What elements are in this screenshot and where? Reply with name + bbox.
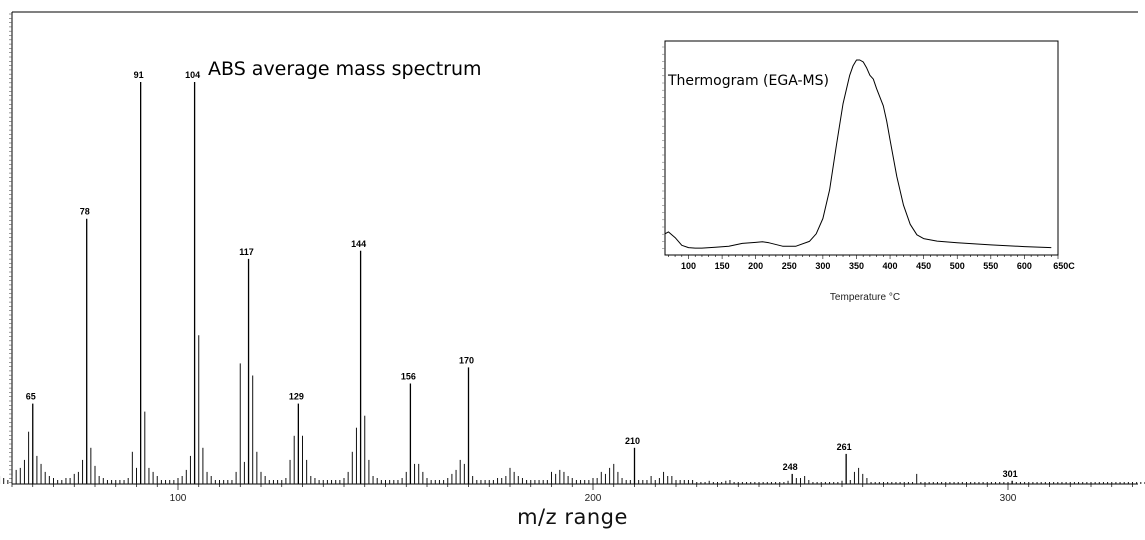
thermogram-x-tick-label: 550: [983, 261, 998, 271]
thermogram-x-tick-label: 300: [815, 261, 830, 271]
spectrum-peak-labels: 3951657891104117129144156170210248261301: [26, 70, 1018, 479]
spectrum-title: ABS average mass spectrum: [208, 58, 482, 80]
thermogram-title: Thermogram (EGA-MS): [668, 73, 829, 89]
spectrum-peak-label: 156: [401, 372, 416, 382]
thermogram-x-tick-label: 400: [883, 261, 898, 271]
thermogram-x-tick-label: 650C: [1053, 261, 1075, 271]
spectrum-x-axis-label: m/z range: [517, 505, 628, 529]
spectrum-peak-label: 248: [783, 462, 798, 472]
spectrum-peak-label: 170: [459, 355, 474, 365]
spectrum-peak-label: 144: [351, 239, 366, 249]
thermogram-x-tick-label: 250: [782, 261, 797, 271]
spectrum-peak-label: 261: [837, 442, 852, 452]
spectrum-x-tick-label: 300: [1000, 493, 1017, 504]
spectrum-peak-label: 301: [1003, 469, 1018, 479]
spectrum-peak-label: 129: [289, 392, 304, 402]
spectrum-x-tick-label: 200: [585, 493, 602, 504]
spectrum-peak-label: 65: [26, 392, 36, 402]
spectrum-bars: [0, 82, 1145, 484]
spectrum-peak-label: 104: [185, 70, 200, 80]
thermogram-x-tick-label: 100: [681, 261, 696, 271]
spectrum-x-tick-label: 100: [170, 493, 187, 504]
thermogram-x-tick-label: 450: [916, 261, 931, 271]
thermogram-x-tick-label: 150: [715, 261, 730, 271]
spectrum-peak-label: 210: [625, 436, 640, 446]
thermogram-x-tick-label: 350: [849, 261, 864, 271]
thermogram-x-tick-label: 200: [748, 261, 763, 271]
thermogram-line: [664, 59, 1052, 249]
thermogram-series-line: [664, 59, 1052, 249]
thermogram-x-tick-label: 600: [1017, 261, 1032, 271]
thermogram-plot-area: [664, 40, 1059, 256]
spectrum-peak-label: 78: [80, 207, 90, 217]
thermogram-x-axis-label: Temperature °C: [829, 292, 901, 303]
thermogram-frame: 100 150 200 250 300 350 400 450 500 550 600 650C: [662, 40, 1075, 271]
thermogram-x-tick-label: 500: [950, 261, 965, 271]
spectrum-peak-label: 117: [239, 247, 254, 257]
spectrum-peak-label: 91: [134, 70, 144, 80]
